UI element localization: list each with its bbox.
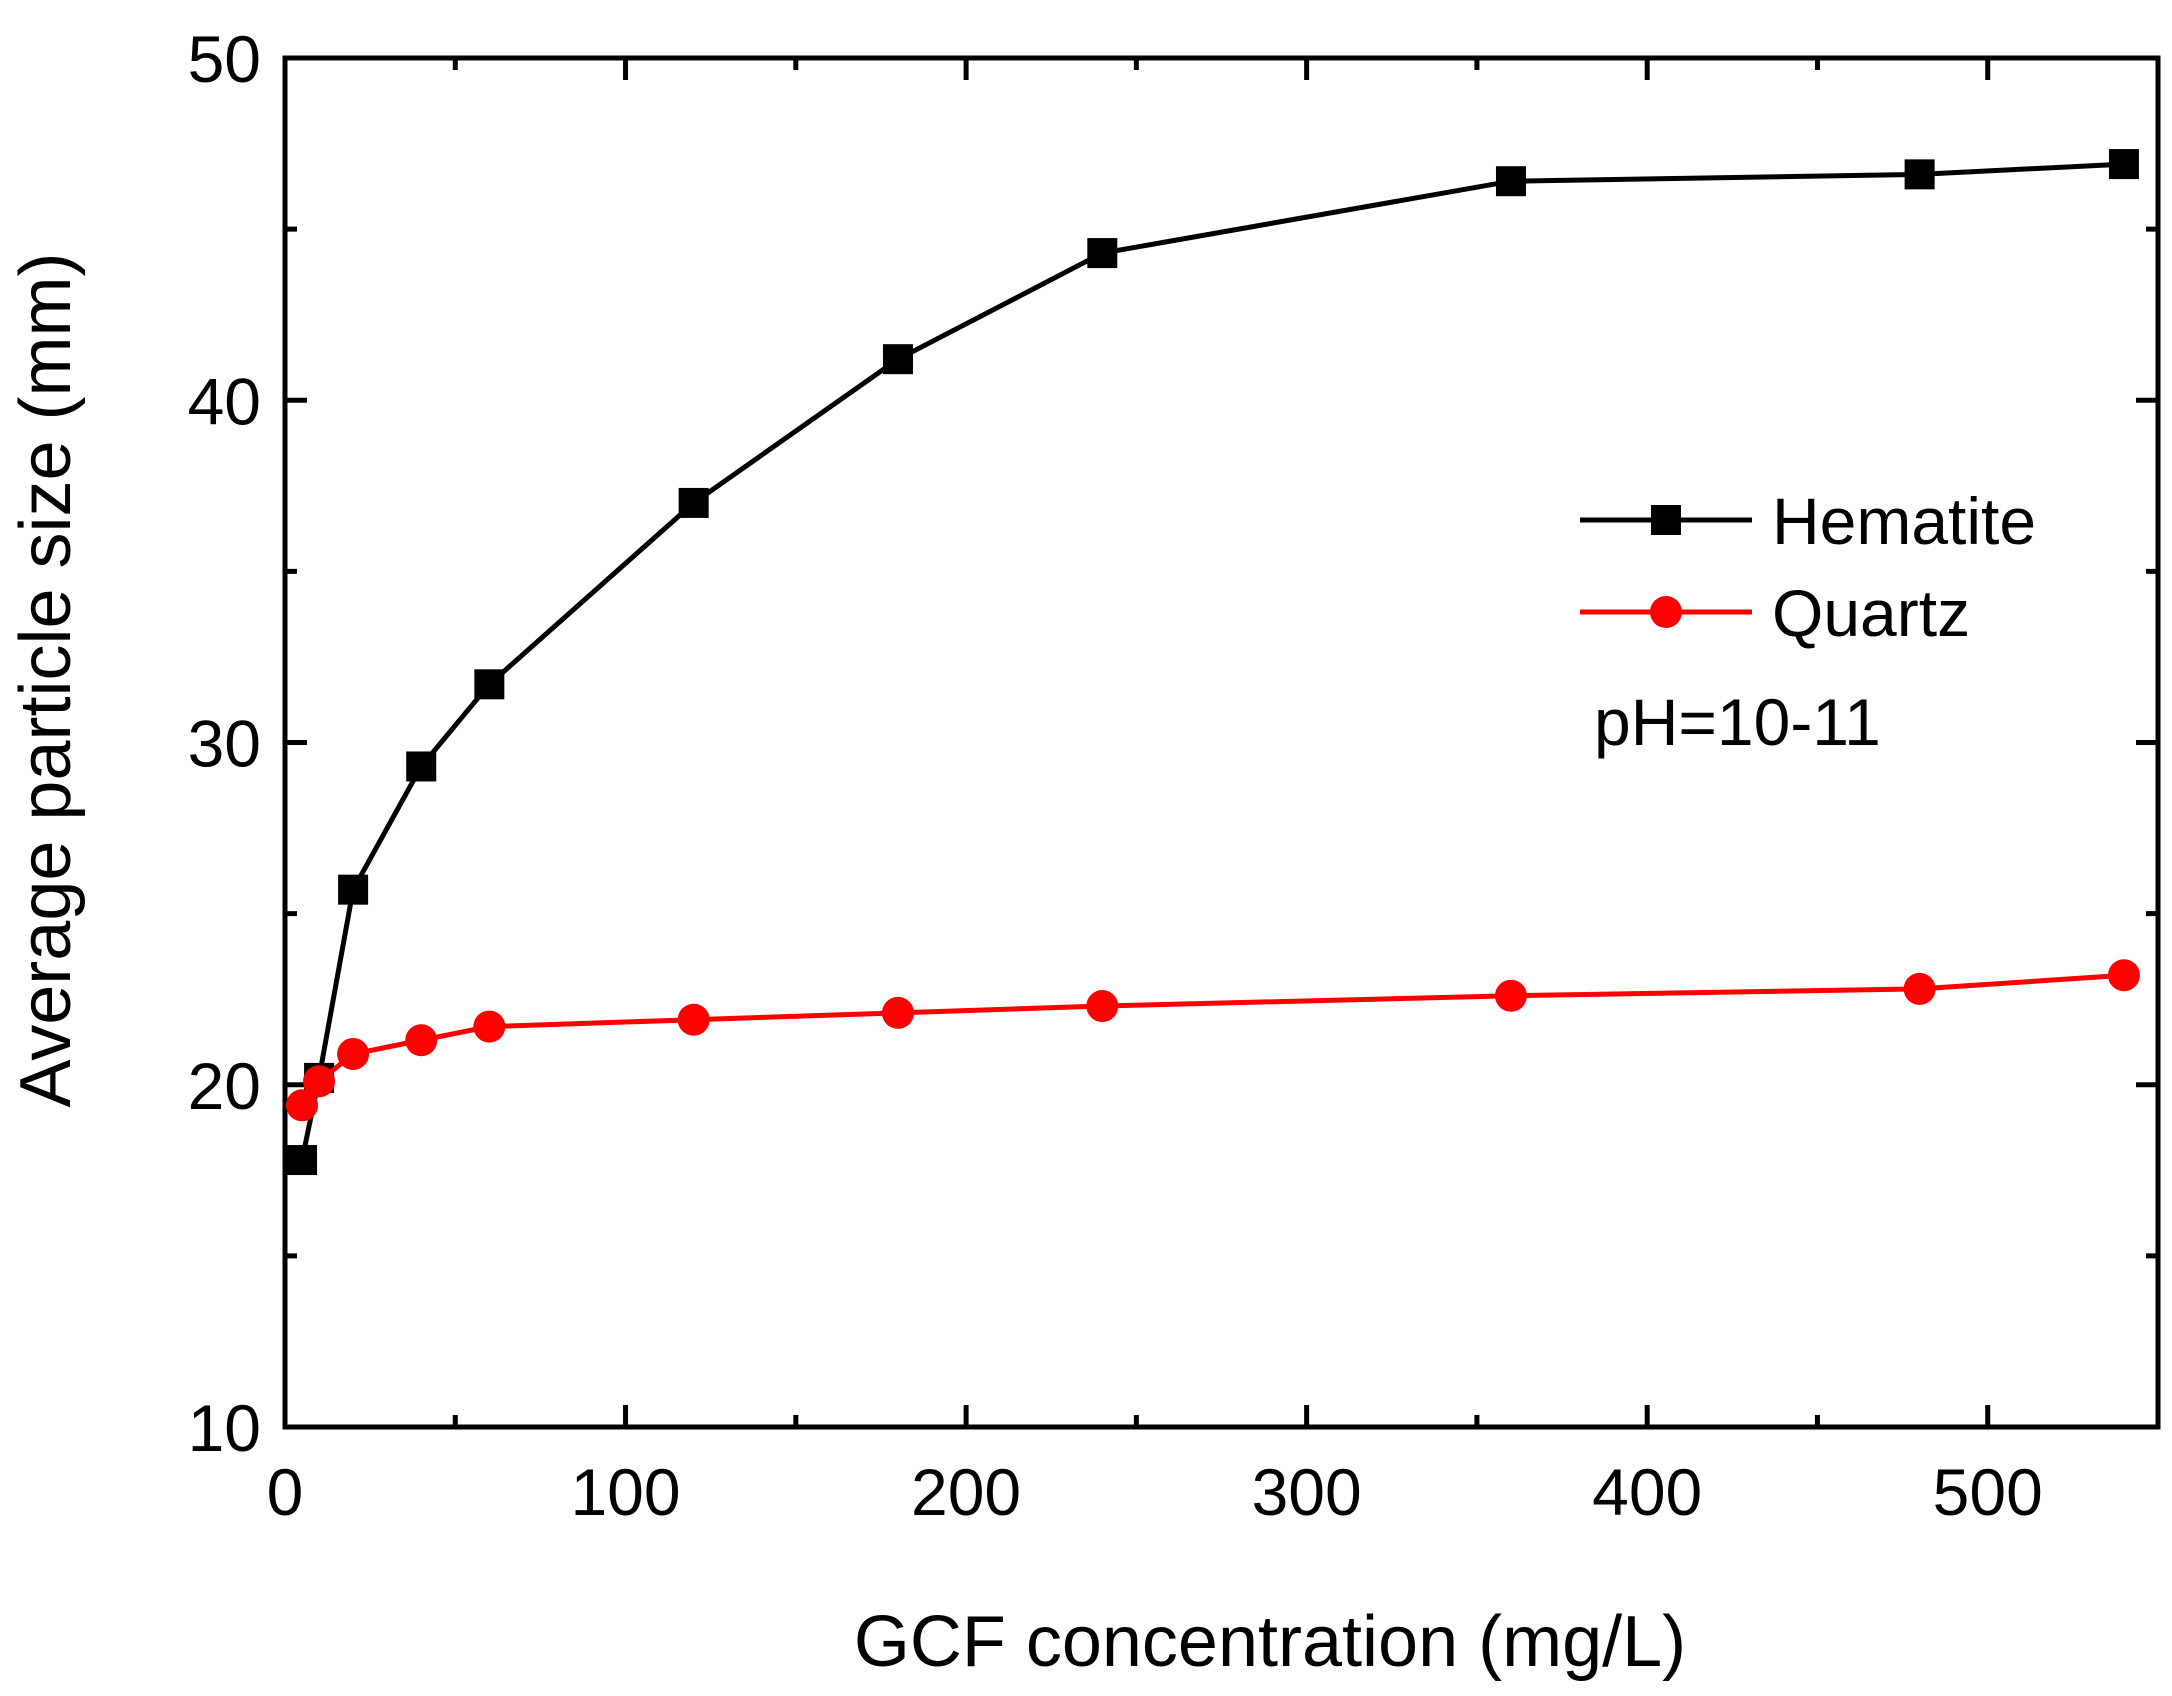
data-point-quartz [677,1003,710,1036]
y-tick-label: 20 [188,1049,261,1123]
data-point-quartz [337,1037,370,1070]
ph-annotation: pH=10-11 [1594,685,1881,759]
data-point-hematite [287,1145,318,1176]
data-point-hematite [338,874,369,905]
legend-marker-quartz [1650,596,1682,628]
data-point-hematite [678,487,709,518]
data-point-hematite [882,344,913,375]
data-point-quartz [303,1065,336,1098]
data-point-quartz [881,996,914,1029]
data-point-hematite [1087,238,1118,269]
data-point-quartz [1903,972,1936,1005]
data-point-quartz [1086,990,1119,1023]
data-point-hematite [474,669,505,700]
series-quartz [286,959,2140,1122]
data-point-hematite [2108,149,2139,180]
y-axis-title: Average particle size (mm) [6,253,86,1108]
y-tick-label: 10 [188,1391,261,1465]
x-tick-label: 0 [267,1455,304,1529]
data-point-quartz [1494,979,1527,1012]
x-tick-label: 300 [1252,1455,1362,1529]
x-tick-label: 400 [1592,1455,1702,1529]
data-point-quartz [286,1089,319,1122]
data-point-hematite [1904,159,1935,190]
y-tick-label: 40 [188,364,261,438]
y-tick-label: 50 [188,22,261,96]
legend-label-hematite: Hematite [1772,484,2036,558]
x-tick-label: 500 [1933,1455,2043,1529]
data-point-hematite [406,751,437,782]
legend: Hematite Quartz [1580,484,2036,650]
x-tick-label: 100 [570,1455,680,1529]
y-tick-label: 30 [188,707,261,781]
x-axis-title: GCF concentration (mg/L) [854,1602,1686,1682]
axes: 0 100 200 300 400 500 10 20 30 40 50 [188,22,2161,1529]
legend-label-quartz: Quartz [1772,576,1970,650]
data-point-hematite [1495,166,1526,197]
legend-marker-hematite [1651,505,1681,535]
data-point-quartz [2107,959,2140,992]
series-hematite [287,149,2139,1176]
data-point-quartz [405,1024,438,1057]
x-tick-label: 200 [911,1455,1021,1529]
series-layer [286,149,2140,1176]
data-point-quartz [473,1010,506,1043]
